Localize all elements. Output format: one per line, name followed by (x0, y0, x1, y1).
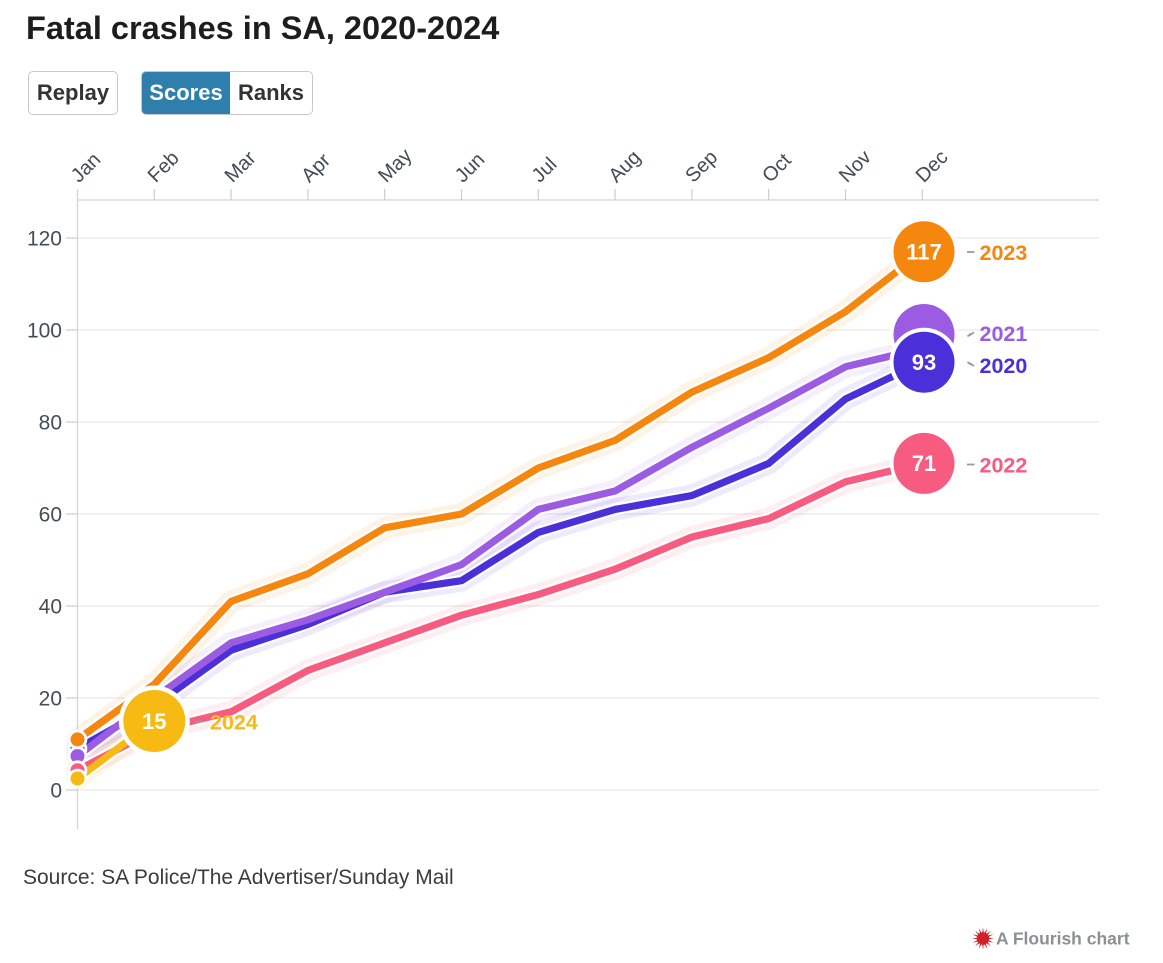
svg-text:Sep: Sep (681, 146, 722, 187)
svg-text:Oct: Oct (758, 149, 796, 187)
svg-text:40: 40 (39, 595, 62, 618)
svg-text:Apr: Apr (297, 149, 335, 187)
svg-text:100: 100 (27, 319, 62, 342)
svg-text:A Flourish chart: A Flourish chart (996, 929, 1130, 949)
svg-text:120: 120 (27, 227, 62, 250)
svg-text:2021: 2021 (980, 322, 1028, 346)
svg-text:93: 93 (912, 350, 936, 375)
svg-text:Nov: Nov (835, 146, 876, 187)
svg-text:Dec: Dec (912, 146, 953, 187)
svg-text:Jun: Jun (451, 149, 489, 187)
svg-text:80: 80 (39, 411, 62, 434)
svg-text:0: 0 (50, 779, 62, 802)
svg-text:Jul: Jul (528, 153, 562, 187)
svg-text:15: 15 (142, 709, 166, 734)
svg-text:20: 20 (39, 687, 62, 710)
svg-text:Aug: Aug (605, 146, 646, 187)
svg-text:2020: 2020 (980, 354, 1028, 378)
svg-text:Jan: Jan (67, 149, 105, 187)
svg-text:60: 60 (39, 503, 62, 526)
svg-text:May: May (374, 145, 416, 187)
svg-text:117: 117 (906, 240, 942, 265)
svg-text:71: 71 (912, 451, 936, 476)
svg-text:2022: 2022 (980, 453, 1028, 477)
svg-text:2023: 2023 (980, 241, 1028, 265)
svg-text:Mar: Mar (221, 147, 261, 187)
svg-text:Feb: Feb (144, 147, 184, 187)
svg-text:2024: 2024 (210, 710, 258, 734)
